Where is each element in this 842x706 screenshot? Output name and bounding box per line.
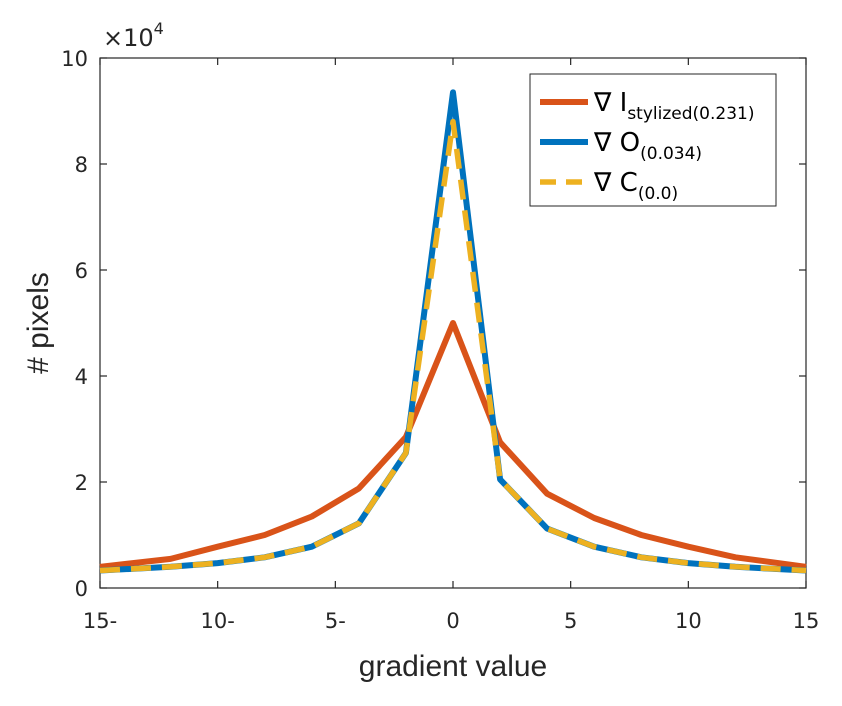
x-axis-label: gradient value <box>359 650 547 683</box>
x-tick-label: 15- <box>83 609 117 633</box>
y-axis-multiplier-exponent: 4 <box>154 19 164 38</box>
y-tick-label: 0 <box>75 577 88 601</box>
x-tick-label: 0 <box>446 609 459 633</box>
legend-entry-0: ∇ Istylized(0.231) <box>593 88 754 124</box>
y-axis-multiplier-base: ×10 <box>103 24 154 52</box>
legend-symbol: ∇ C <box>593 168 638 198</box>
y-tick-label: 2 <box>75 471 88 495</box>
legend-symbol: ∇ I <box>593 88 627 118</box>
y-axis-label: # pixels <box>22 272 55 374</box>
series-line-0 <box>99 320 807 570</box>
legend-symbol: ∇ O <box>593 128 640 158</box>
legend: ∇ Istylized(0.231)∇ O(0.034)∇ C(0.0) <box>529 73 777 207</box>
x-tick-label: 15 <box>793 609 820 633</box>
legend-subscript: stylized <box>627 104 692 124</box>
y-tick-label: 4 <box>75 365 88 389</box>
x-tick-label: 5- <box>325 609 346 633</box>
y-axis: 0 2 4 6 8 10 <box>61 47 806 601</box>
y-axis-multiplier: ×104 <box>103 19 164 52</box>
legend-value: (0.231) <box>693 104 755 124</box>
x-tick-label: 10 <box>675 609 702 633</box>
legend-entry-2: ∇ C(0.0) <box>593 168 678 204</box>
legend-entry-1: ∇ O(0.034) <box>593 128 702 164</box>
y-tick-label: 10 <box>61 47 88 71</box>
series-layer <box>99 89 807 574</box>
legend-value: (0.034) <box>640 144 702 164</box>
legend-value: (0.0) <box>638 184 678 204</box>
y-tick-label: 6 <box>75 259 88 283</box>
x-axis: 15- 10- 5- 0 5 10 15 <box>83 58 820 633</box>
x-tick-label: 5 <box>564 609 577 633</box>
y-tick-label: 8 <box>75 153 88 177</box>
x-tick-label: 10- <box>201 609 235 633</box>
series-line-2 <box>99 118 807 574</box>
